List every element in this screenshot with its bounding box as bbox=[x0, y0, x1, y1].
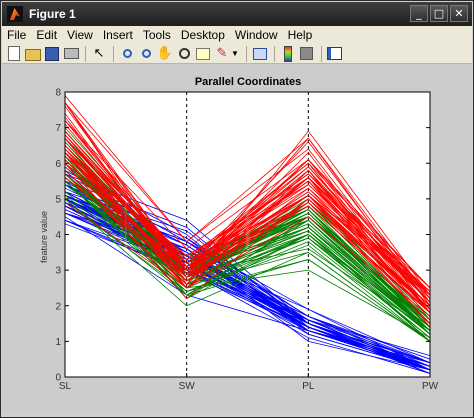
window-controls: _ □ ✕ bbox=[410, 5, 468, 22]
figure-toolbar: ↖ ✋ ✎ ▼ bbox=[2, 44, 472, 64]
series-2-line bbox=[64, 202, 431, 317]
brush-dropdown-icon[interactable]: ▼ bbox=[231, 49, 239, 58]
chart-title: Parallel Coordinates bbox=[195, 76, 301, 88]
series-2-line bbox=[64, 162, 431, 324]
series-2-line bbox=[64, 138, 431, 289]
series-2-line bbox=[64, 102, 431, 306]
edit-plot-arrow-icon: ↖ bbox=[93, 45, 105, 61]
brush-icon: ✎ bbox=[216, 45, 228, 61]
y-axis-label: feature value bbox=[39, 211, 49, 263]
menu-edit[interactable]: Edit bbox=[36, 28, 58, 42]
menu-file[interactable]: File bbox=[7, 28, 27, 42]
brush-button[interactable]: ✎ bbox=[214, 46, 230, 62]
series-2-line bbox=[64, 148, 431, 299]
y-tick-label: 8 bbox=[55, 88, 61, 99]
series-2-line bbox=[64, 166, 431, 314]
link-plot-button[interactable] bbox=[252, 46, 268, 62]
save-icon bbox=[45, 46, 59, 61]
rotate-3d-button[interactable] bbox=[176, 46, 192, 62]
open-file-icon bbox=[25, 49, 41, 61]
colorbar-icon bbox=[283, 45, 292, 62]
link-plot-icon bbox=[252, 47, 267, 60]
save-button[interactable] bbox=[44, 46, 60, 62]
series-1-line bbox=[64, 198, 431, 342]
print-button[interactable] bbox=[63, 46, 79, 62]
toolbar-separator bbox=[245, 45, 247, 62]
y-tick-label: 1 bbox=[55, 337, 61, 348]
plot-tools-button[interactable] bbox=[327, 46, 343, 62]
print-icon bbox=[63, 48, 79, 59]
new-figure-button[interactable] bbox=[6, 46, 22, 62]
series-2-line bbox=[64, 120, 431, 289]
x-tick-label-sw: SW bbox=[179, 381, 196, 392]
pan-button[interactable]: ✋ bbox=[157, 46, 173, 62]
matlab-logo-icon bbox=[7, 6, 23, 22]
y-tick-label: 4 bbox=[55, 230, 61, 241]
toolbar-separator bbox=[320, 45, 322, 62]
series-1-line bbox=[64, 194, 431, 339]
menu-view[interactable]: View bbox=[67, 28, 93, 42]
close-button[interactable]: ✕ bbox=[450, 5, 468, 22]
series-2-line bbox=[64, 170, 431, 310]
series-1-line bbox=[64, 180, 431, 332]
parallel-coordinates-chart[interactable]: Parallel Coordinates feature value 0 1 2 3 4… bbox=[2, 65, 472, 413]
menu-help[interactable]: Help bbox=[287, 28, 313, 42]
data-lines-group bbox=[64, 95, 431, 374]
data-cursor-button[interactable] bbox=[195, 46, 211, 62]
x-tick-label-sl: SL bbox=[59, 381, 72, 392]
colorbar-button[interactable] bbox=[280, 45, 296, 62]
rotate-3d-icon bbox=[178, 48, 190, 59]
x-tick-label-pl: PL bbox=[302, 381, 315, 392]
plot-tools-icon bbox=[327, 47, 343, 60]
edit-plot-button[interactable]: ↖ bbox=[91, 46, 107, 62]
y-tick-label: 7 bbox=[55, 123, 61, 134]
pan-icon: ✋ bbox=[156, 45, 174, 61]
series-2-line bbox=[64, 145, 431, 307]
maximize-button[interactable]: □ bbox=[430, 5, 448, 22]
menu-window[interactable]: Window bbox=[234, 28, 278, 42]
y-tick-label: 5 bbox=[55, 194, 61, 205]
series-2-line bbox=[64, 155, 431, 296]
y-tick-label: 6 bbox=[55, 159, 61, 170]
window-title: Figure 1 bbox=[29, 7, 76, 21]
zoom-in-icon bbox=[122, 49, 132, 58]
figure-canvas[interactable]: Parallel Coordinates feature value 0 1 2 3 4… bbox=[2, 65, 472, 413]
y-tick-label: 0 bbox=[55, 373, 61, 384]
y-tick-label: 2 bbox=[55, 301, 61, 312]
menu-tools[interactable]: Tools bbox=[142, 28, 171, 42]
legend-icon bbox=[300, 47, 314, 60]
y-tick-label: 3 bbox=[55, 266, 61, 277]
series-2-line bbox=[64, 138, 431, 292]
toolbar-separator bbox=[113, 45, 114, 62]
x-tick-label-pw: PW bbox=[422, 381, 439, 392]
zoom-out-button[interactable] bbox=[138, 46, 154, 62]
legend-button[interactable] bbox=[299, 46, 315, 62]
zoom-out-icon bbox=[141, 49, 151, 58]
new-figure-icon bbox=[8, 46, 20, 61]
title-bar[interactable]: Figure 1 _ □ ✕ bbox=[2, 2, 472, 26]
zoom-in-button[interactable] bbox=[119, 46, 135, 62]
toolbar-separator bbox=[273, 45, 275, 62]
menu-insert[interactable]: Insert bbox=[102, 28, 133, 42]
toolbar-separator bbox=[85, 45, 86, 62]
minimize-button[interactable]: _ bbox=[410, 5, 428, 22]
series-1-line bbox=[64, 180, 431, 342]
data-cursor-icon bbox=[196, 47, 210, 60]
series-2-line bbox=[64, 102, 431, 299]
menu-bar: File Edit View Insert Tools Desktop Wind… bbox=[2, 26, 472, 44]
menu-desktop[interactable]: Desktop bbox=[180, 28, 225, 42]
open-file-button[interactable] bbox=[25, 46, 41, 62]
